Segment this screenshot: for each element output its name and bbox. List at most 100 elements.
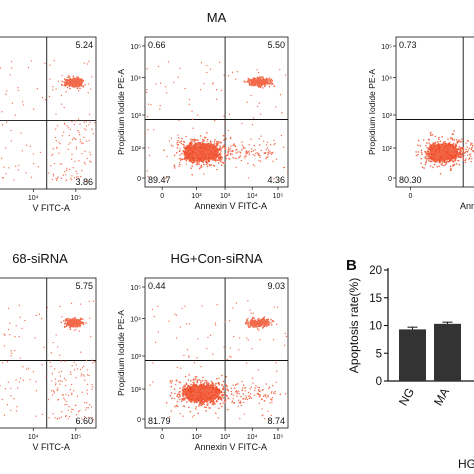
event-dot xyxy=(470,160,473,163)
event-dot xyxy=(215,98,218,100)
event-dot xyxy=(420,149,423,152)
event-dot xyxy=(48,172,50,174)
event-dot xyxy=(25,144,28,146)
event-dot xyxy=(195,150,198,152)
y-tick-label: 10⁴ xyxy=(130,76,141,83)
event-dot xyxy=(78,78,81,81)
event-dot xyxy=(435,148,438,150)
event-dot xyxy=(456,148,458,150)
event-dot xyxy=(61,74,63,77)
event-dot xyxy=(222,161,225,164)
event-dot xyxy=(208,158,211,161)
event-dot xyxy=(204,145,207,148)
event-dot xyxy=(455,157,457,160)
event-dot xyxy=(252,150,255,152)
event-dot xyxy=(145,91,148,93)
event-dot xyxy=(71,139,74,141)
event-dot xyxy=(215,151,217,153)
event-dot xyxy=(250,94,252,97)
event-dot xyxy=(198,167,201,170)
event-dot xyxy=(259,76,262,78)
event-dot xyxy=(415,154,418,157)
event-dot xyxy=(247,77,250,80)
event-dot xyxy=(428,156,431,159)
event-dot xyxy=(15,165,17,167)
event-dot xyxy=(432,166,434,169)
event-dot xyxy=(272,160,274,162)
x-tick-label: 10⁴ xyxy=(28,195,39,202)
event-dot xyxy=(241,144,244,146)
event-dot xyxy=(81,170,83,172)
event-dot xyxy=(196,161,198,164)
event-dot xyxy=(195,145,197,148)
event-dot xyxy=(436,166,439,168)
event-dot xyxy=(78,90,80,92)
event-dot xyxy=(210,163,212,166)
event-dot xyxy=(443,144,446,147)
event-dot xyxy=(188,147,191,150)
event-dot xyxy=(235,166,237,169)
event-dot xyxy=(0,67,2,69)
event-dot xyxy=(244,157,246,159)
event-dot xyxy=(439,151,441,153)
event-dot xyxy=(269,82,271,85)
event-dot xyxy=(57,80,60,82)
event-dot xyxy=(421,153,423,155)
quadrant-value-lower-left: 80.30 xyxy=(399,175,422,185)
event-dot xyxy=(248,83,251,86)
event-dot xyxy=(471,144,474,147)
event-dot xyxy=(264,80,266,83)
event-dot xyxy=(209,151,212,154)
event-dot xyxy=(464,161,467,164)
event-dot xyxy=(458,164,461,166)
event-dot xyxy=(259,160,262,162)
event-dot xyxy=(242,147,245,150)
event-dot xyxy=(448,150,451,153)
event-dot xyxy=(246,152,249,154)
event-dot xyxy=(165,176,167,179)
event-dot xyxy=(273,139,275,142)
event-dot xyxy=(74,79,77,82)
event-dot xyxy=(145,132,147,135)
event-dot xyxy=(71,83,74,85)
event-dot xyxy=(52,148,54,150)
event-dot xyxy=(79,123,81,125)
event-dot xyxy=(265,78,268,81)
quadrant-value-upper-left: 0.73 xyxy=(399,40,417,50)
event-dot xyxy=(440,144,443,147)
event-dot xyxy=(267,153,269,156)
event-dot xyxy=(191,149,193,151)
event-dot xyxy=(30,176,33,178)
event-dot xyxy=(170,137,172,139)
event-dot xyxy=(79,85,81,87)
event-dot xyxy=(216,143,219,146)
event-dot xyxy=(257,81,260,84)
event-dot xyxy=(431,156,434,159)
y-tick-label: 10³ xyxy=(382,113,393,120)
event-dot xyxy=(467,149,469,151)
event-dot xyxy=(66,86,69,89)
event-dot xyxy=(39,151,42,154)
event-dots xyxy=(0,60,96,182)
x-tick-label: 10⁵ xyxy=(273,193,284,200)
event-dot xyxy=(189,145,192,148)
event-dot xyxy=(227,154,229,156)
event-dot xyxy=(214,120,216,122)
event-dot xyxy=(79,138,81,141)
event-dot xyxy=(172,145,174,148)
event-dot xyxy=(431,149,433,152)
event-dot xyxy=(194,138,197,141)
event-dot xyxy=(80,79,82,82)
event-dot xyxy=(179,163,181,166)
event-dot xyxy=(417,144,419,147)
event-dot xyxy=(268,77,271,79)
event-dot xyxy=(438,161,441,164)
event-dot xyxy=(92,133,94,135)
event-dot xyxy=(202,151,204,153)
event-dot xyxy=(231,149,233,152)
event-dot xyxy=(247,79,250,82)
event-dot xyxy=(197,141,199,144)
event-dot xyxy=(458,139,460,141)
event-dot xyxy=(231,153,233,155)
